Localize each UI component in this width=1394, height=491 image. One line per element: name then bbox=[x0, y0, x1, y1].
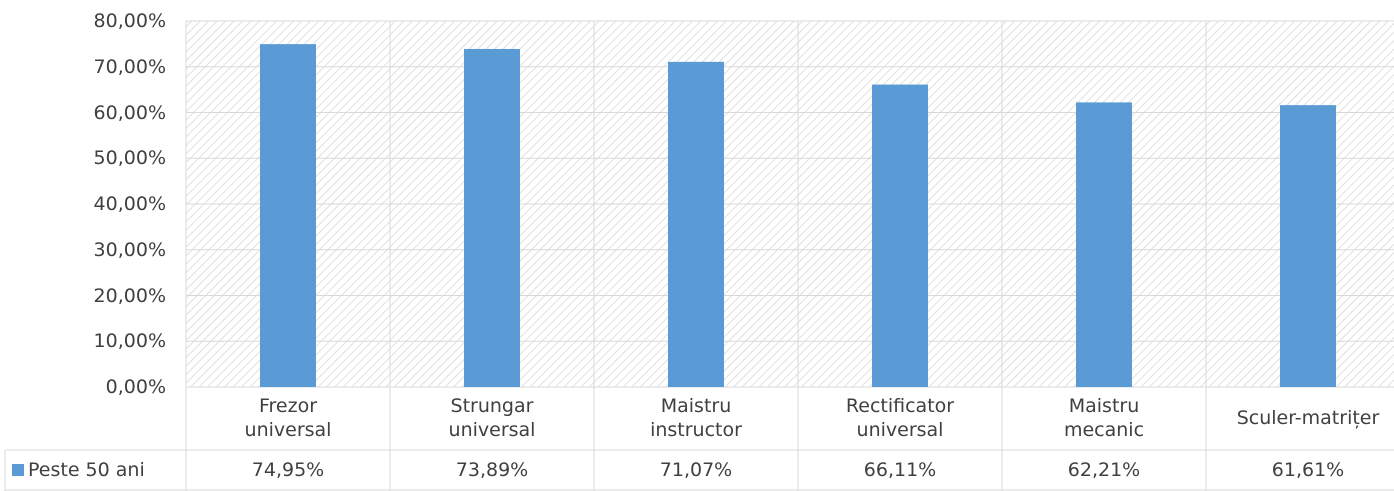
legend-swatch bbox=[12, 464, 24, 476]
y-tick-label: 60,00% bbox=[93, 101, 166, 124]
legend-label: Peste 50 ani bbox=[28, 459, 145, 481]
y-tick-label: 20,00% bbox=[93, 284, 166, 307]
data-table-value: 62,21% bbox=[1067, 459, 1141, 481]
y-tick-label: 40,00% bbox=[93, 193, 166, 215]
bar bbox=[260, 44, 316, 387]
bar bbox=[872, 84, 928, 387]
y-tick-label: 0,00% bbox=[105, 376, 166, 398]
bar bbox=[1280, 105, 1336, 387]
y-tick-label: 10,00% bbox=[93, 330, 166, 353]
x-tick-label: Sculer-matrițer bbox=[1236, 407, 1380, 429]
bar bbox=[464, 48, 520, 388]
bar bbox=[668, 61, 724, 388]
x-tick-label: Frezor universal bbox=[244, 395, 332, 441]
y-tick-label: 30,00% bbox=[93, 238, 166, 261]
x-tick-label: Strungar universal bbox=[448, 395, 536, 441]
x-tick-label: Rectificator universal bbox=[845, 395, 955, 441]
y-tick-label: 50,00% bbox=[93, 147, 166, 170]
y-tick-label: 80,00% bbox=[93, 10, 166, 32]
x-tick-label: Maistru mecanic bbox=[1063, 395, 1145, 441]
data-table-value: 71,07% bbox=[659, 459, 733, 481]
data-table-value: 61,61% bbox=[1271, 459, 1345, 481]
data-table-value: 73,89% bbox=[455, 459, 529, 481]
data-table-value: 66,11% bbox=[863, 459, 937, 481]
bar bbox=[1076, 102, 1132, 387]
data-table-value: 74,95% bbox=[251, 459, 325, 481]
x-tick-label: Maistru instructor bbox=[650, 395, 742, 441]
y-tick-label: 70,00% bbox=[93, 55, 166, 78]
